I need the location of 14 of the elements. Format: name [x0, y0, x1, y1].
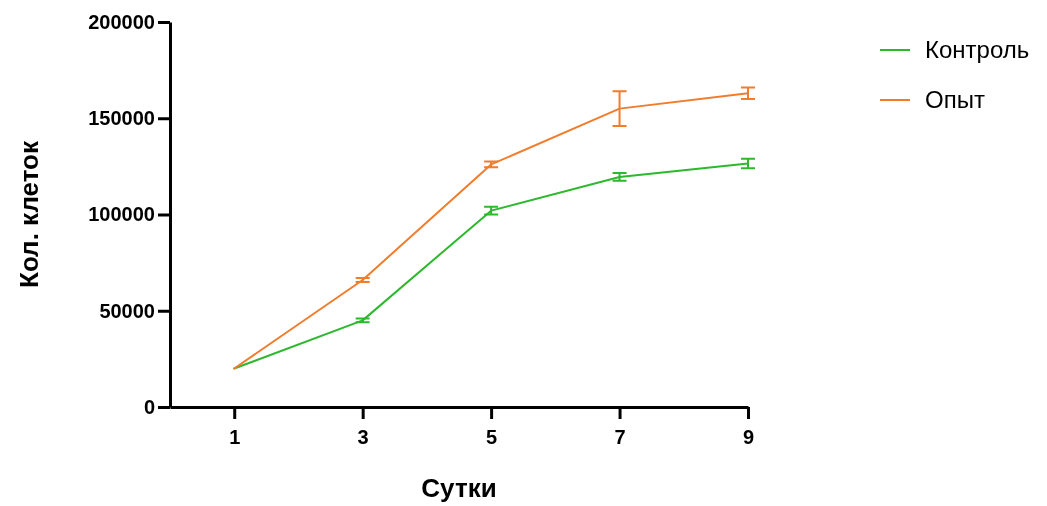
y-tick-label: 50000: [99, 299, 155, 322]
x-tick-label: 7: [614, 426, 626, 448]
x-tick-label: 1: [229, 426, 241, 448]
legend-label: Опыт: [925, 86, 985, 114]
y-tick-label: 0: [143, 395, 155, 418]
y-tick-label: 100000: [88, 203, 155, 226]
x-axis-title: Сутки: [421, 473, 497, 503]
legend-label: Контроль: [925, 36, 1030, 64]
y-axis-title: Кол. клеток: [14, 140, 44, 288]
y-tick-label: 200000: [88, 10, 155, 33]
y-tick-label: 150000: [88, 107, 155, 130]
x-tick-label: 9: [742, 426, 755, 448]
x-tick-label: 5: [486, 426, 498, 448]
x-tick-label: 3: [357, 426, 369, 448]
